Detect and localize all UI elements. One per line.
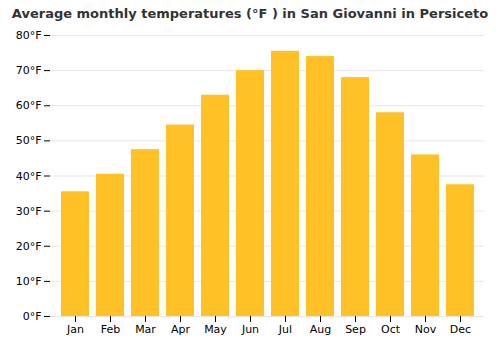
svg-text:30°F: 30°F (16, 205, 42, 218)
svg-text:40°F: 40°F (16, 170, 42, 183)
svg-text:Oct: Oct (381, 323, 401, 336)
svg-text:Sep: Sep (345, 323, 366, 336)
svg-text:10°F: 10°F (16, 275, 42, 288)
svg-text:60°F: 60°F (16, 99, 42, 112)
svg-text:70°F: 70°F (16, 64, 42, 77)
svg-text:Jul: Jul (278, 323, 292, 336)
svg-text:0°F: 0°F (23, 310, 42, 323)
svg-text:Jun: Jun (241, 323, 259, 336)
svg-text:Jan: Jan (66, 323, 84, 336)
svg-text:Feb: Feb (101, 323, 120, 336)
svg-text:Aug: Aug (310, 323, 331, 336)
svg-text:Nov: Nov (415, 323, 437, 336)
svg-text:Apr: Apr (171, 323, 191, 336)
html-text:Average monthly temperatures (: Average monthly temperatures (°F ) in Sa… (11, 6, 489, 21)
svg-text:May: May (204, 323, 227, 336)
svg-text:Mar: Mar (135, 323, 156, 336)
svg-text:50°F: 50°F (16, 134, 42, 147)
svg-text:20°F: 20°F (16, 240, 42, 253)
svg-text:Dec: Dec (450, 323, 471, 336)
svg-text:80°F: 80°F (16, 29, 42, 42)
